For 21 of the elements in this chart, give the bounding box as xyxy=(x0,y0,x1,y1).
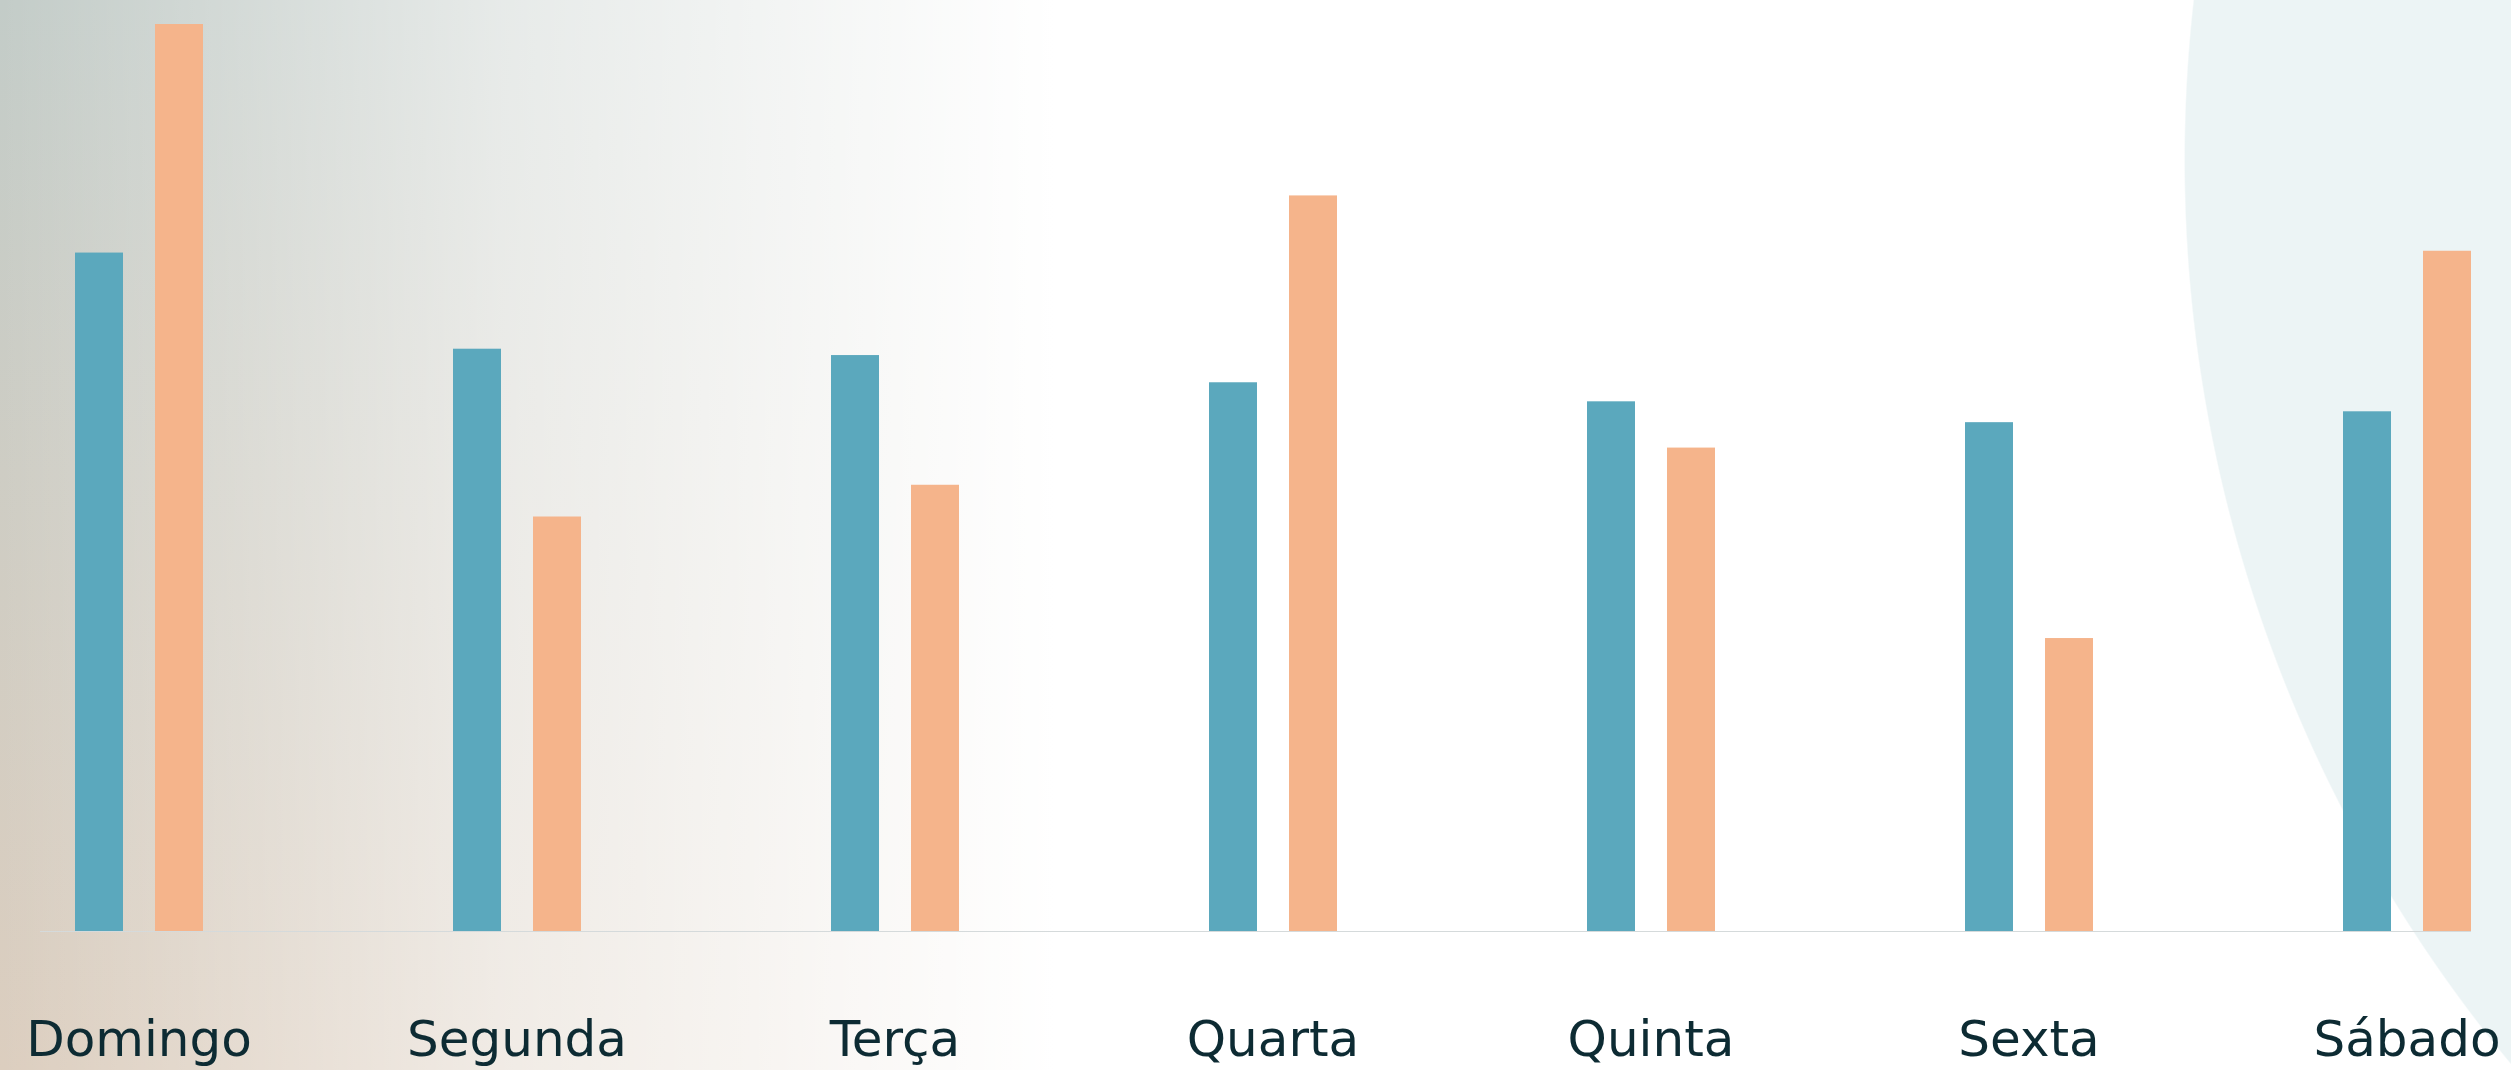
x-tick-label: Terça xyxy=(828,1010,961,1068)
bar xyxy=(1209,382,1257,931)
bar xyxy=(2423,250,2471,931)
bar xyxy=(2343,411,2391,931)
bar xyxy=(1667,447,1715,931)
bar xyxy=(1587,401,1635,931)
bar xyxy=(533,516,581,931)
bar xyxy=(1965,422,2013,931)
x-tick-label: Segunda xyxy=(407,1010,627,1068)
bar xyxy=(831,355,879,931)
x-tick-label: Domingo xyxy=(26,1010,252,1068)
bar xyxy=(75,252,123,931)
bar xyxy=(911,484,959,931)
bar xyxy=(453,348,501,931)
x-tick-label: Quinta xyxy=(1567,1010,1735,1068)
x-tick-label: Sexta xyxy=(1958,1010,2100,1068)
bar xyxy=(155,24,203,931)
x-tick-label: Quarta xyxy=(1186,1010,1360,1068)
x-tick-label: Sábado xyxy=(2313,1010,2501,1068)
bar xyxy=(2045,638,2093,931)
bar xyxy=(1289,195,1337,931)
